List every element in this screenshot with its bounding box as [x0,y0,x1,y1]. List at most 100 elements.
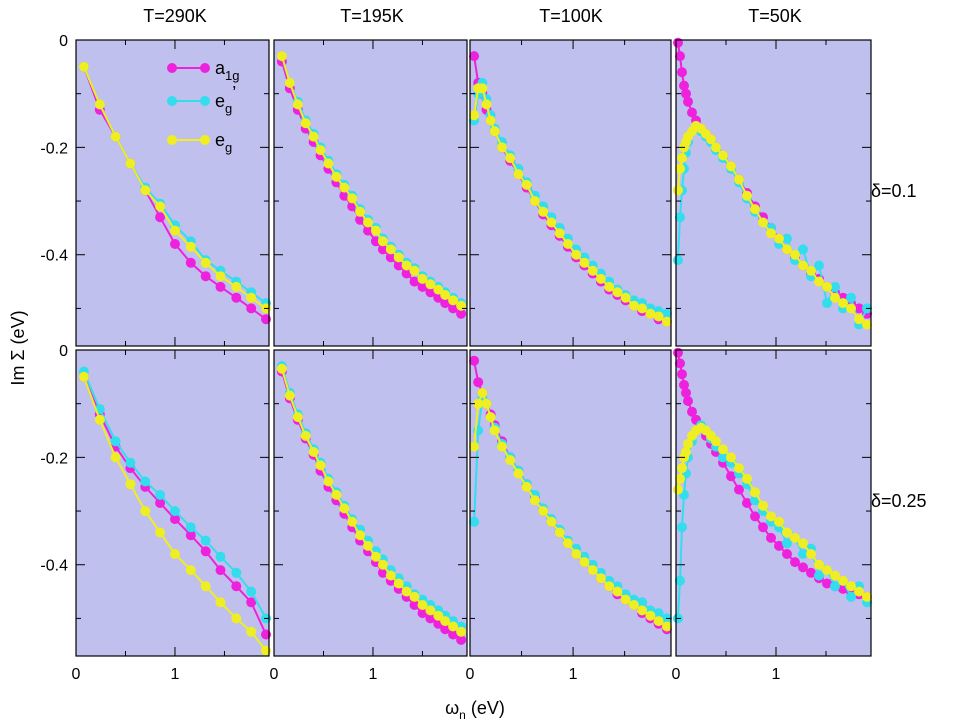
data-point-eg [94,99,105,110]
data-point-eg [718,444,728,455]
data-point-eg [393,578,404,589]
data-point-eg [370,551,381,562]
data-point-eg [579,257,590,268]
data-point-eg [78,371,89,382]
data-point-a1g [742,498,752,508]
data-point-eg [489,126,500,137]
data-point-a1g [469,355,480,366]
data-point-egp [673,255,683,266]
data-point-eg [579,557,590,568]
data-point-eg [637,605,648,616]
data-point-eg [661,316,672,327]
data-point-eg [246,292,257,303]
column-title: T=195K [340,6,404,26]
row-label: δ=0.25 [871,491,927,511]
data-point-a1g [687,406,697,417]
data-point-eg [798,260,808,271]
data-point-a1g [448,629,459,640]
data-point-eg [300,118,311,129]
data-point-eg [742,473,752,484]
data-point-a1g [155,498,166,508]
data-point-eg [200,581,211,592]
data-point-eg [284,390,295,401]
y-tick-label: -0.2 [40,140,68,157]
data-point-egp [782,538,792,549]
data-point-egp [246,586,257,597]
legend-marker-a1g [200,63,210,73]
data-point-eg [673,185,683,196]
data-point-eg [806,549,816,559]
data-point-eg [170,225,180,236]
data-point-a1g [798,562,808,573]
x-tick-label: 0 [270,666,279,683]
data-point-eg [814,276,824,287]
data-point-eg [521,481,532,492]
data-point-a1g [409,276,420,287]
data-point-eg [822,281,832,292]
data-point-eg [78,61,89,72]
panel-frame [675,349,872,657]
data-point-egp [677,522,687,533]
data-point-a1g [425,287,436,298]
data-point-eg [822,565,832,576]
data-point-a1g [806,567,816,578]
data-point-a1g [185,257,196,268]
data-point-eg [862,591,872,602]
data-point-eg [854,314,864,325]
data-point-a1g [401,268,412,279]
data-point-eg [170,549,180,559]
data-point-eg [750,487,760,498]
data-point-a1g [677,369,687,380]
data-point-a1g [170,239,180,249]
data-point-eg [497,142,507,153]
data-point-eg [231,281,242,292]
data-point-egp [814,260,824,271]
data-point-eg [433,610,444,621]
data-point-a1g [774,540,784,551]
data-point-eg [469,441,480,452]
data-point-a1g [726,471,736,482]
data-point-eg [814,559,824,570]
data-point-egp [110,436,121,447]
legend-marker-egp [200,96,210,106]
data-point-eg [604,581,615,592]
panel-r0-c3 [673,37,872,347]
data-point-eg [734,174,744,185]
data-point-eg [758,500,768,511]
data-point-eg [718,150,728,161]
data-point-a1g [448,303,459,314]
data-point-eg [782,244,792,255]
x-tick-label: 1 [369,666,378,683]
data-point-eg [110,131,121,142]
data-point-eg [377,559,388,570]
data-point-eg [477,387,488,398]
data-point-a1g [456,308,467,319]
data-point-a1g [200,271,211,282]
data-point-a1g [231,292,242,303]
data-point-a1g [782,549,792,559]
data-point-a1g [675,51,685,62]
data-point-eg [554,228,565,239]
legend-label-egp: eg’ [215,83,236,116]
data-point-egp [231,567,242,578]
panel-background [470,40,671,346]
data-point-eg [94,414,105,425]
x-axis-label-base: ω [445,698,459,718]
data-point-egp [170,506,180,517]
data-point-eg [215,597,226,608]
data-point-a1g [854,303,864,314]
data-point-a1g [758,522,768,533]
data-point-eg [339,503,350,514]
data-point-eg [323,158,334,169]
data-point-a1g [185,530,196,541]
data-point-egp [822,298,832,309]
data-point-eg [862,319,872,330]
x-axis-label-sub: n [459,708,466,722]
data-point-a1g [417,608,428,619]
data-point-eg [766,511,776,522]
data-point-eg [681,447,691,457]
data-point-eg [185,241,196,252]
